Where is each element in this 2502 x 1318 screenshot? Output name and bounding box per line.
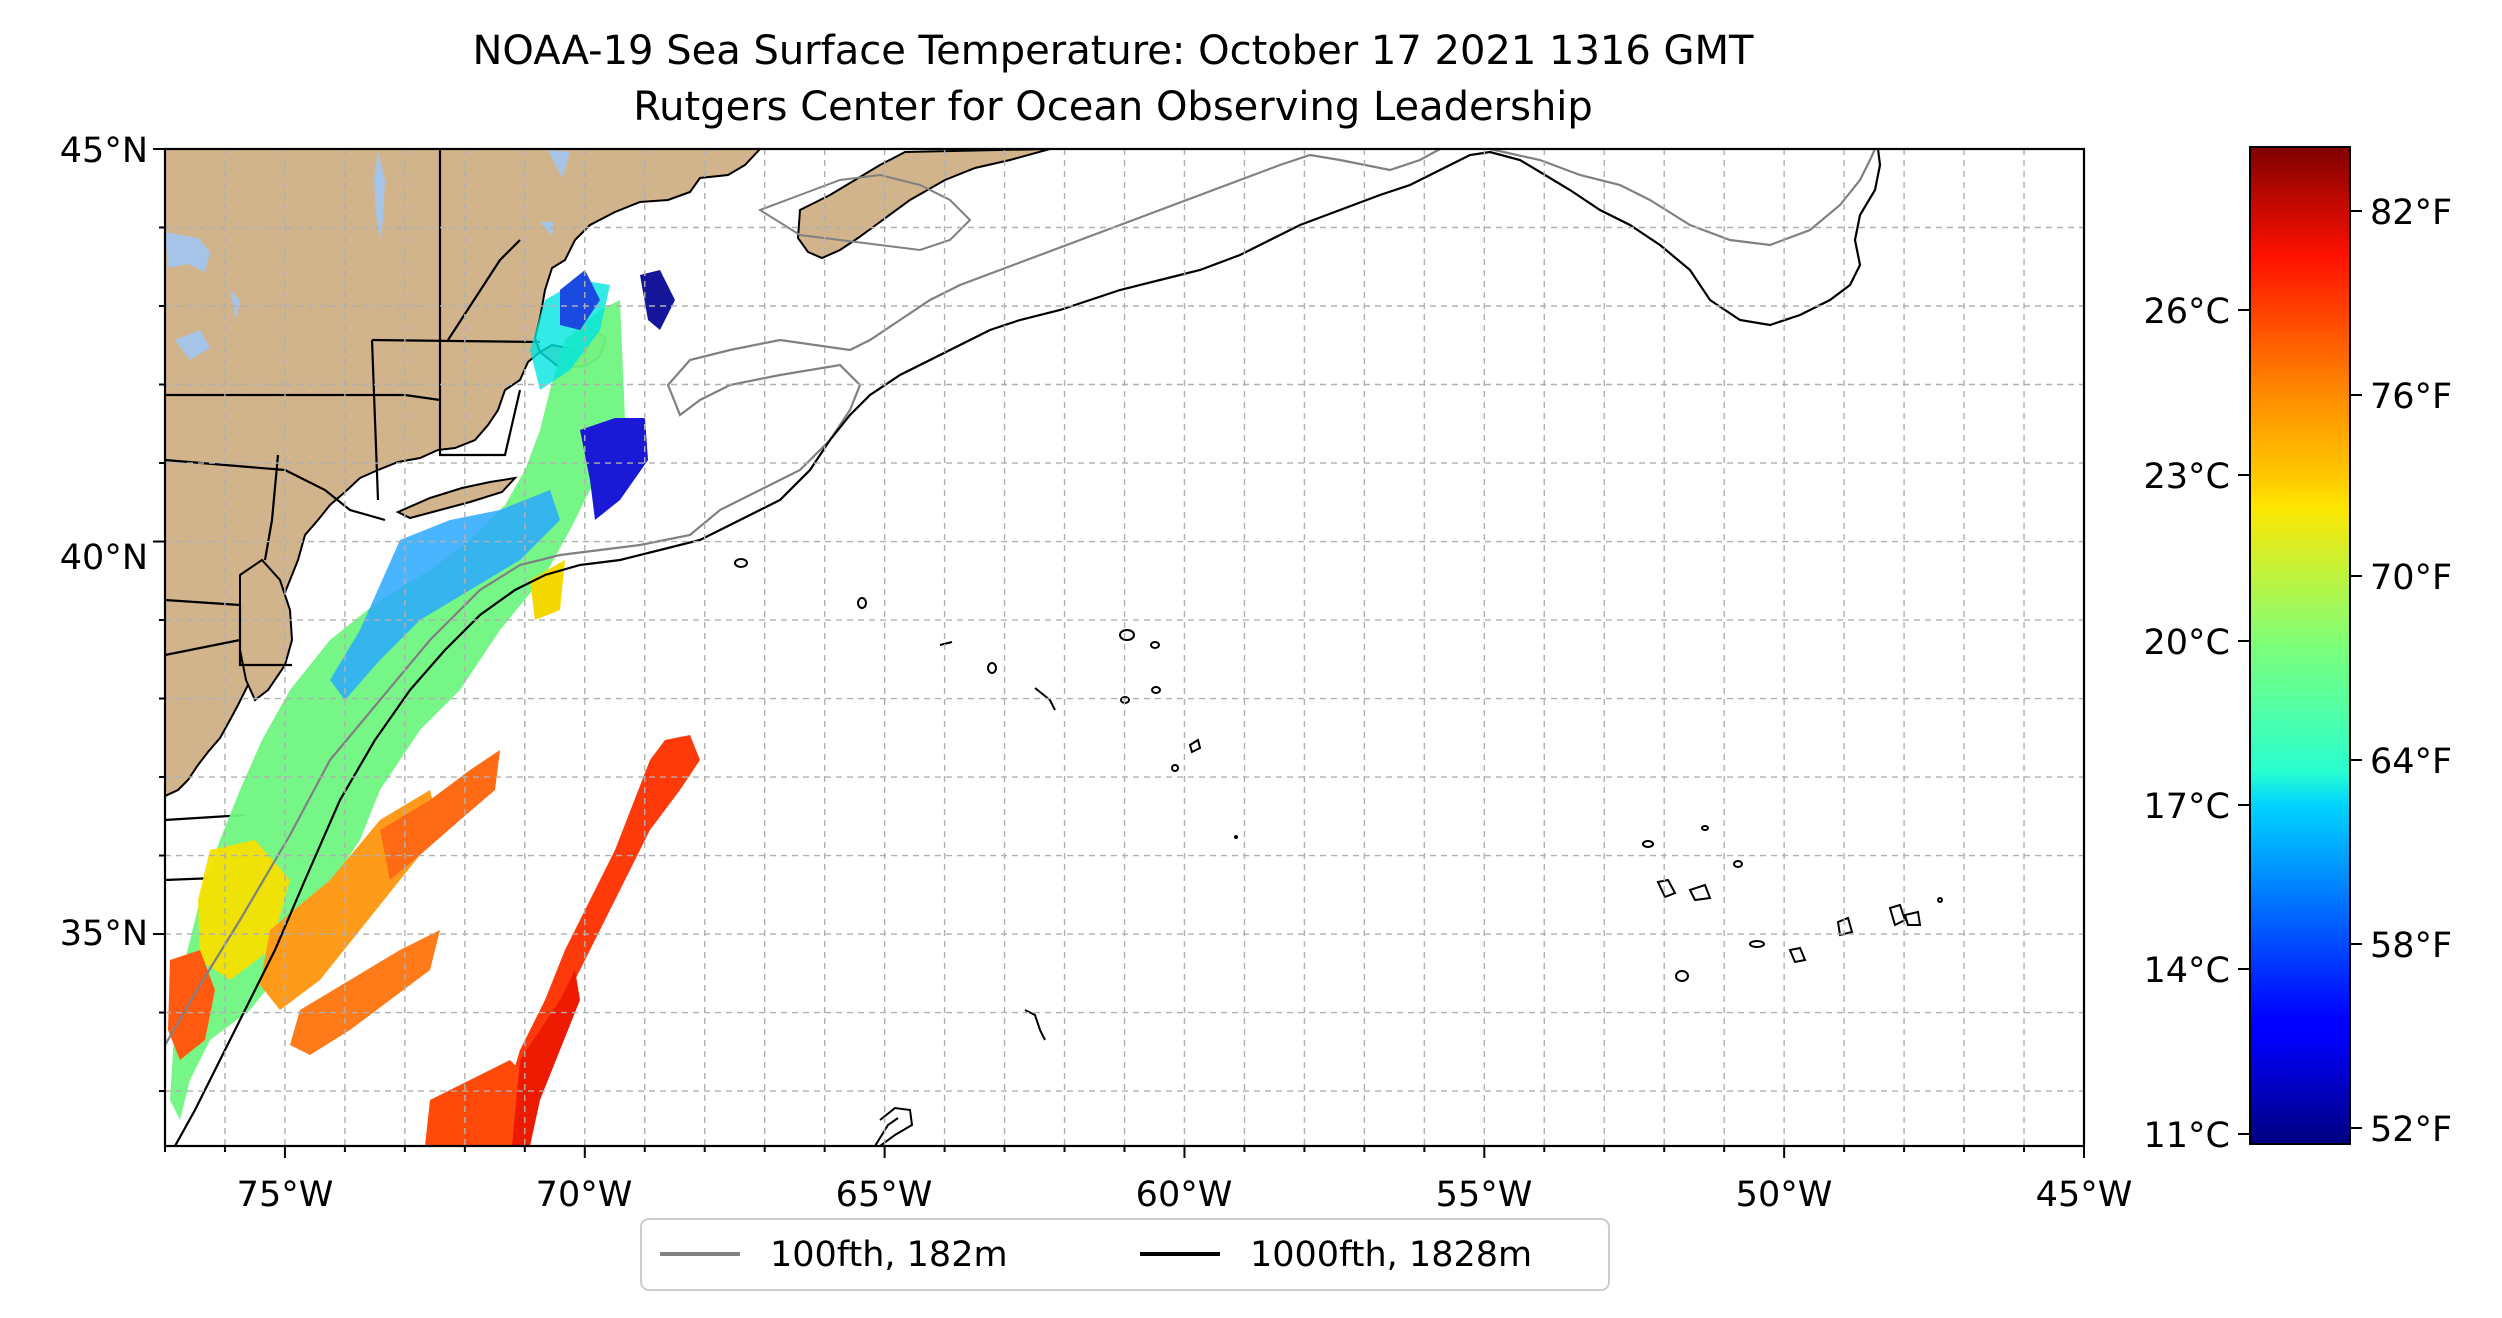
colorbar-f-label: 82°F: [2370, 193, 2452, 233]
y-tick-label: 35°N: [60, 914, 148, 954]
y-tick-label: 40°N: [60, 538, 148, 578]
x-tick-label: 65°W: [836, 1175, 933, 1215]
lakes: [165, 150, 570, 360]
colorbar-c-label: 20°C: [2144, 623, 2230, 663]
y-tick-label: 45°N: [60, 131, 148, 171]
x-tick-label: 60°W: [1136, 1175, 1233, 1215]
contour-1000-fathom: [174, 149, 1882, 1146]
graticule: [165, 149, 2084, 1146]
contour-100-fathom: [165, 149, 1877, 1046]
x-tick-label: 45°W: [2036, 1175, 2133, 1215]
legend-box: [640, 1218, 1610, 1291]
x-tick-labels: 75°W 70°W 65°W 60°W 55°W 50°W 45°W: [237, 1175, 2133, 1215]
seamounts: [734, 558, 1943, 1146]
tick-marks: [153, 148, 2085, 1158]
legend-label-100-fathom: 100fth, 182m: [770, 1235, 1008, 1275]
colorbar-c-label: 26°C: [2144, 292, 2230, 332]
x-tick-label: 75°W: [237, 1175, 334, 1215]
colorbar-c-label: 17°C: [2144, 787, 2230, 827]
legend: 100fth, 182m 1000fth, 1828m: [640, 1218, 1610, 1291]
contour-100-fathom-inner: [757, 173, 972, 252]
colorbar: 52°F 58°F 64°F 70°F 76°F 82°F 11°C 14°C …: [2144, 146, 2452, 1156]
colorbar-gradient: [2249, 146, 2351, 1145]
colorbar-f-ticks: [2350, 210, 2362, 1129]
state-boundaries: [165, 149, 541, 882]
y-tick-labels: 35°N 40°N 45°N: [60, 131, 148, 954]
colorbar-f-label: 58°F: [2370, 926, 2452, 966]
colorbar-c-label: 23°C: [2144, 457, 2230, 497]
colorbar-c-label: 14°C: [2144, 951, 2230, 991]
colorbar-f-label: 70°F: [2370, 558, 2452, 598]
colorbar-celsius-labels: 11°C 14°C 17°C 20°C 23°C 26°C: [2144, 292, 2230, 1156]
colorbar-f-label: 52°F: [2370, 1110, 2452, 1150]
colorbar-c-ticks: [2238, 309, 2250, 1135]
legend-label-1000-fathom: 1000fth, 1828m: [1250, 1235, 1532, 1275]
x-tick-label: 70°W: [536, 1175, 633, 1215]
figure-title: NOAA-19 Sea Surface Temperature: October…: [473, 28, 1755, 74]
colorbar-f-label: 64°F: [2370, 742, 2452, 782]
colorbar-f-label: 76°F: [2370, 377, 2452, 417]
sst-data-swath: [168, 270, 700, 1146]
land-long-island: [395, 476, 518, 520]
map-panel: 75°W 70°W 65°W 60°W 55°W 50°W 45°W 35°N …: [60, 131, 2133, 1215]
colorbar-c-label: 11°C: [2144, 1116, 2230, 1156]
colorbar-fahrenheit-labels: 52°F 58°F 64°F 70°F 76°F 82°F: [2370, 193, 2452, 1150]
x-tick-label: 55°W: [1436, 1175, 1533, 1215]
figure-subtitle: Rutgers Center for Ocean Observing Leade…: [633, 84, 1593, 130]
x-tick-label: 50°W: [1736, 1175, 1833, 1215]
land-north-america: [165, 149, 762, 798]
land-nova-scotia: [796, 149, 1051, 260]
